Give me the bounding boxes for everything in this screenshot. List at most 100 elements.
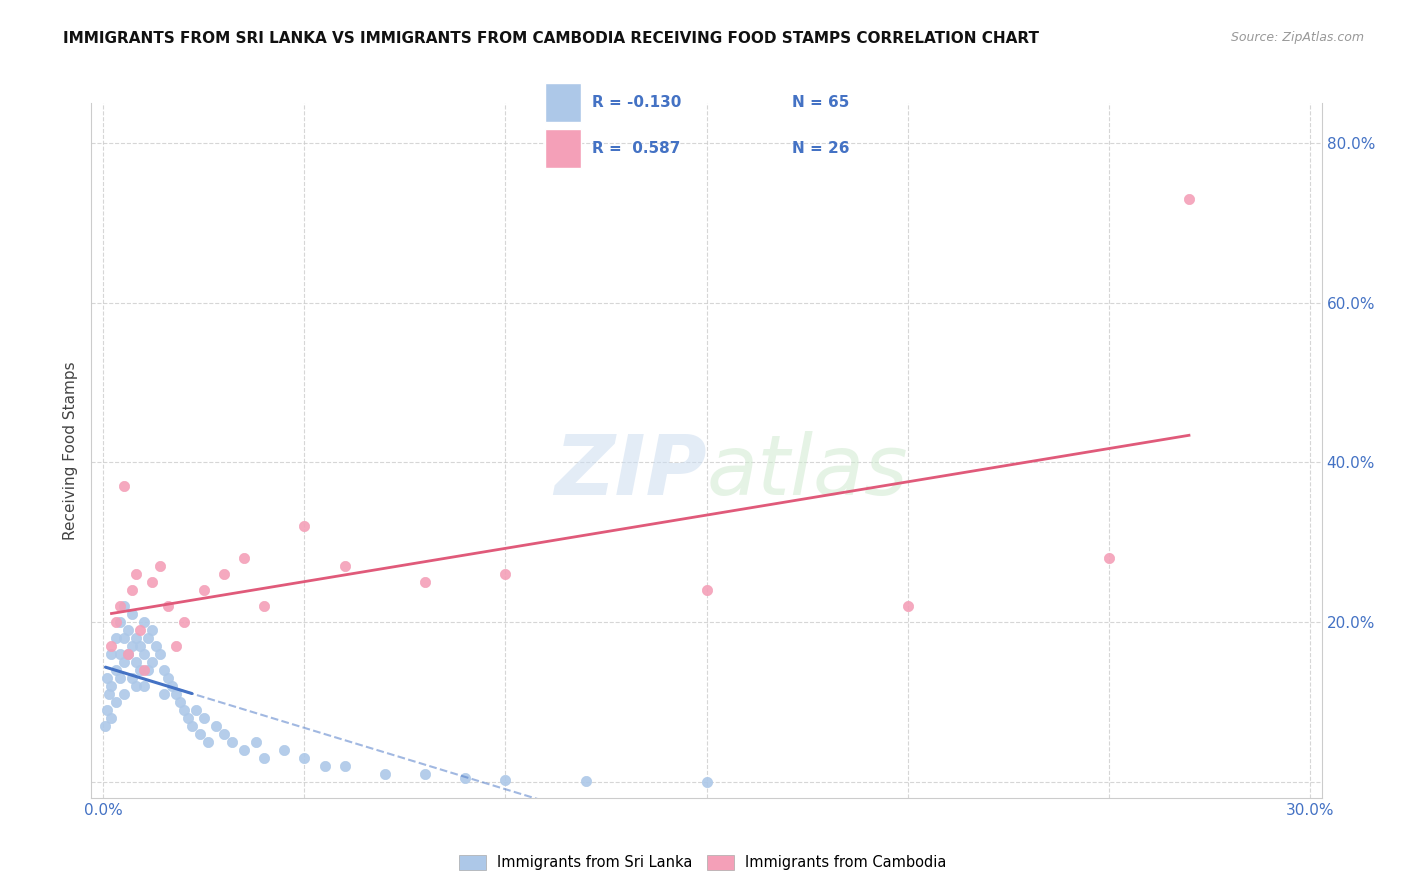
Point (112, 687, 135, 701)
Point (695, 774, 717, 789)
Point (177, 711, 200, 725)
Point (152, 687, 174, 701)
Point (575, 773, 598, 788)
Point (145, 640, 167, 654)
Point (1097, 551, 1119, 566)
Point (413, 767, 436, 781)
Point (152, 664, 174, 678)
Point (896, 599, 918, 614)
Point (169, 695, 191, 709)
Point (112, 479, 135, 493)
Point (165, 640, 187, 654)
Point (149, 648, 172, 662)
Point (141, 624, 163, 638)
Point (100, 679, 122, 693)
Point (124, 567, 146, 582)
Point (495, 567, 517, 582)
Point (108, 648, 131, 662)
Point (180, 719, 202, 733)
Point (165, 687, 187, 701)
Text: R = -0.130: R = -0.130 (592, 95, 681, 110)
Point (253, 599, 276, 614)
Point (212, 727, 235, 741)
Point (117, 648, 139, 662)
Bar (546, 83, 581, 122)
Point (104, 615, 127, 630)
Point (197, 735, 219, 749)
Point (128, 624, 150, 638)
Point (454, 772, 477, 786)
Point (141, 575, 163, 590)
Point (128, 640, 150, 654)
Point (96, 703, 118, 717)
Point (121, 583, 143, 598)
Point (173, 615, 195, 630)
Point (188, 727, 211, 741)
Point (333, 559, 356, 574)
Point (273, 743, 295, 757)
Point (104, 695, 127, 709)
Point (121, 640, 143, 654)
Point (94, 719, 117, 733)
Point (108, 599, 131, 614)
Point (132, 615, 155, 630)
Bar (546, 129, 581, 168)
Point (124, 656, 146, 670)
Point (117, 624, 139, 638)
Point (112, 656, 135, 670)
Point (117, 648, 139, 662)
Point (141, 656, 163, 670)
Text: Source: ZipAtlas.com: Source: ZipAtlas.com (1230, 31, 1364, 45)
Text: N = 26: N = 26 (793, 141, 849, 156)
Point (314, 759, 336, 773)
Text: N = 65: N = 65 (793, 95, 849, 110)
Point (193, 711, 215, 725)
Point (121, 672, 143, 686)
Point (108, 672, 131, 686)
Y-axis label: Receiving Food Stamps: Receiving Food Stamps (63, 361, 79, 540)
Point (98, 687, 121, 701)
Point (233, 743, 256, 757)
Point (108, 615, 131, 630)
Point (136, 632, 159, 646)
Point (294, 519, 316, 533)
Legend: Immigrants from Sri Lanka, Immigrants from Cambodia: Immigrants from Sri Lanka, Immigrants fr… (454, 848, 952, 876)
Point (121, 607, 143, 622)
Point (104, 664, 127, 678)
Point (112, 632, 135, 646)
Point (156, 672, 179, 686)
Point (245, 735, 267, 749)
Point (132, 664, 155, 678)
Point (374, 767, 396, 781)
Point (695, 583, 717, 598)
Point (136, 664, 159, 678)
Point (100, 711, 122, 725)
Point (124, 632, 146, 646)
Point (132, 679, 155, 693)
Point (156, 599, 179, 614)
Text: IMMIGRANTS FROM SRI LANKA VS IMMIGRANTS FROM CAMBODIA RECEIVING FOOD STAMPS CORR: IMMIGRANTS FROM SRI LANKA VS IMMIGRANTS … (63, 31, 1039, 46)
Point (1178, 192, 1201, 206)
Point (132, 648, 155, 662)
Text: ZIP: ZIP (554, 431, 706, 512)
Point (495, 772, 517, 787)
Point (253, 751, 276, 765)
Text: R =  0.587: R = 0.587 (592, 141, 681, 156)
Point (100, 640, 122, 654)
Point (96, 672, 118, 686)
Point (233, 551, 256, 566)
Point (112, 599, 135, 614)
Point (100, 648, 122, 662)
Point (173, 703, 195, 717)
Point (124, 679, 146, 693)
Point (149, 559, 172, 574)
Point (160, 679, 183, 693)
Point (212, 567, 235, 582)
Point (193, 583, 215, 598)
Point (221, 735, 243, 749)
Point (104, 632, 127, 646)
Point (184, 703, 207, 717)
Point (413, 575, 436, 590)
Point (128, 664, 150, 678)
Text: atlas: atlas (706, 431, 908, 512)
